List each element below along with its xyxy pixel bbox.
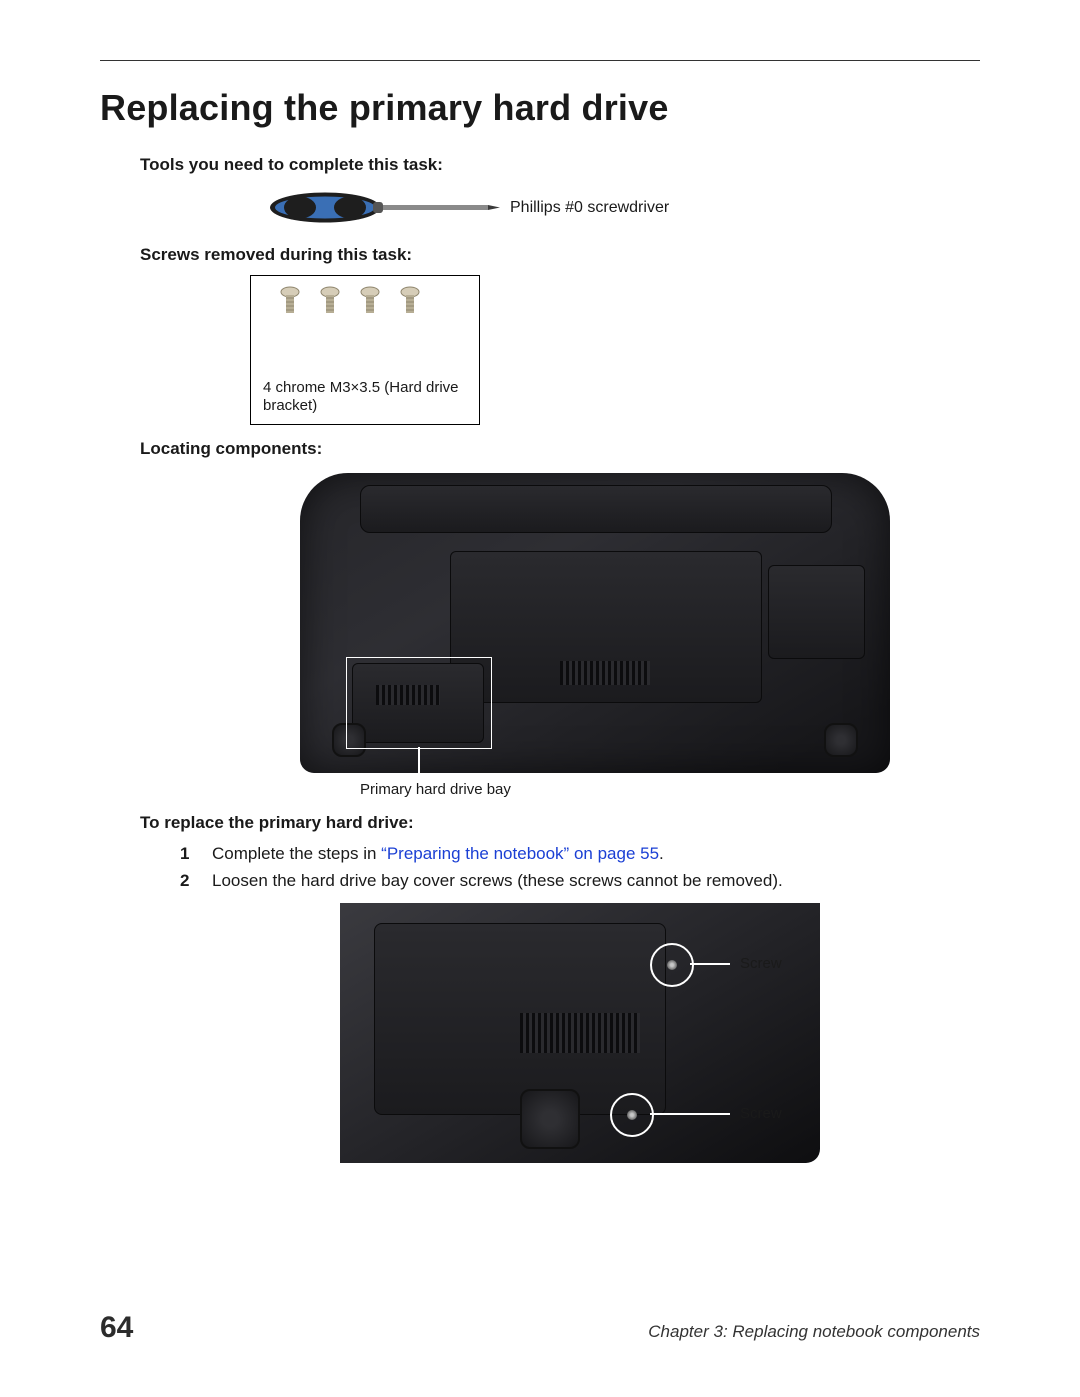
step-text: Complete the steps in “Preparing the not…	[212, 843, 664, 866]
page-number: 64	[100, 1311, 133, 1345]
chapter-line: Chapter 3: Replacing notebook components	[648, 1322, 980, 1342]
top-rule	[100, 60, 980, 61]
screwdriver-icon	[270, 185, 500, 231]
screw-icon	[277, 286, 303, 318]
step-2: 2 Loosen the hard drive bay cover screws…	[180, 870, 980, 893]
page-footer: 64 Chapter 3: Replacing notebook compone…	[100, 1311, 980, 1345]
screws-caption: 4 chrome M3×3.5 (Hard drive bracket)	[263, 379, 467, 417]
screw-label-bottom: Screw	[740, 1105, 782, 1122]
tool-label: Phillips #0 screwdriver	[510, 199, 669, 217]
step-text-pre: Complete the steps in	[212, 844, 381, 863]
figure-locating: Primary hard drive bay	[300, 473, 890, 773]
screw-icon	[317, 286, 343, 318]
screws-box: 4 chrome M3×3.5 (Hard drive bracket)	[250, 275, 480, 425]
page-title: Replacing the primary hard drive	[100, 87, 980, 129]
cross-reference-link[interactable]: “Preparing the notebook” on page 55	[381, 844, 659, 863]
procedure-steps: 1 Complete the steps in “Preparing the n…	[140, 843, 980, 893]
page: Replacing the primary hard drive Tools y…	[0, 0, 1080, 1397]
tools-heading: Tools you need to complete this task:	[140, 155, 980, 175]
locating-heading: Locating components:	[140, 439, 980, 459]
screws-heading: Screws removed during this task:	[140, 245, 980, 265]
step-text: Loosen the hard drive bay cover screws (…	[212, 870, 783, 893]
callout-hdd-bay: Primary hard drive bay	[360, 781, 511, 798]
screw-icon	[357, 286, 383, 318]
laptop-bottom-illustration	[300, 473, 890, 773]
figure-closeup: Screw Screw	[340, 903, 820, 1163]
step-1: 1 Complete the steps in “Preparing the n…	[180, 843, 980, 866]
procedure-heading: To replace the primary hard drive:	[140, 813, 980, 833]
step-number: 1	[180, 843, 194, 866]
screw-label-top: Screw	[740, 955, 782, 972]
step-text-post: .	[659, 844, 664, 863]
tool-row: Phillips #0 screwdriver	[270, 185, 980, 231]
hdd-bay-closeup	[340, 903, 820, 1163]
screw-icon	[397, 286, 423, 318]
screws-row	[263, 286, 467, 318]
step-number: 2	[180, 870, 194, 893]
